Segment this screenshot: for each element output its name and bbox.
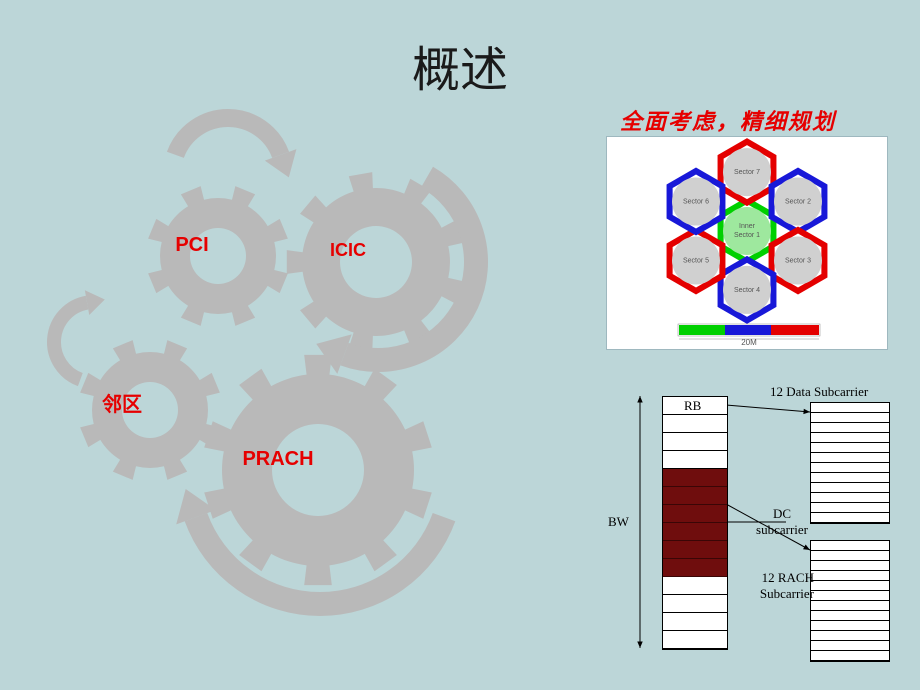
rb-panel: BW RB 12 Data Subcarrier DCsubcarrier 12… (598, 382, 906, 670)
svg-text:Sector 1: Sector 1 (734, 232, 760, 239)
svg-text:Sector 3: Sector 3 (785, 257, 811, 264)
hex-cell-panel: Inner Sector 1 Sector 7 Sector 2 Sector 3 Sec… (606, 136, 888, 350)
gears-diagram (20, 80, 580, 690)
label-rb: RB (684, 398, 714, 414)
rb-left-column (662, 396, 728, 650)
label-bw: BW (608, 514, 638, 530)
gear-label-prach: PRACH (238, 448, 318, 471)
svg-text:Sector 4: Sector 4 (734, 287, 760, 294)
slide: 概述 全面考虑，精细规划 PCI ICIC 邻区 PRACH InnerSect… (0, 0, 920, 690)
svg-text:Sector 7: Sector 7 (734, 169, 760, 176)
label-rach-sc: 12 RACHSubcarrier (734, 570, 814, 602)
svg-text:Sector 6: Sector 6 (683, 199, 709, 206)
gear-label-pci: PCI (152, 234, 232, 257)
label-data-sc: 12 Data Subcarrier (770, 384, 910, 400)
svg-text:Sector 2: Sector 2 (785, 199, 811, 206)
svg-text:Inner: Inner (739, 223, 756, 230)
label-dc-sc: DCsubcarrier (742, 506, 822, 538)
subtitle: 全面考虑，精细规划 (620, 104, 836, 136)
rb-right-column-bottom (810, 540, 890, 662)
hex-cell-svg: Inner Sector 1 Sector 7 Sector 2 Sector 3 Sec… (607, 137, 887, 349)
rb-right-column-top (810, 402, 890, 524)
gear-label-neigh: 邻区 (82, 388, 162, 417)
svg-text:Sector 5: Sector 5 (683, 257, 709, 264)
gear-label-icic: ICIC (308, 240, 388, 261)
svg-text:20M: 20M (741, 338, 757, 347)
